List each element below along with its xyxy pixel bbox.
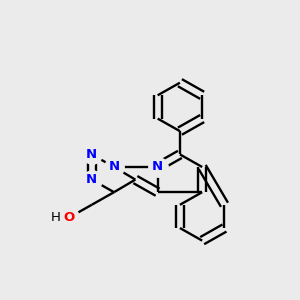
Text: N: N (86, 173, 97, 186)
Text: N: N (152, 160, 163, 173)
Text: N: N (86, 148, 97, 161)
Text: H: H (51, 211, 61, 224)
Text: O: O (64, 211, 75, 224)
Text: N: N (109, 160, 120, 173)
